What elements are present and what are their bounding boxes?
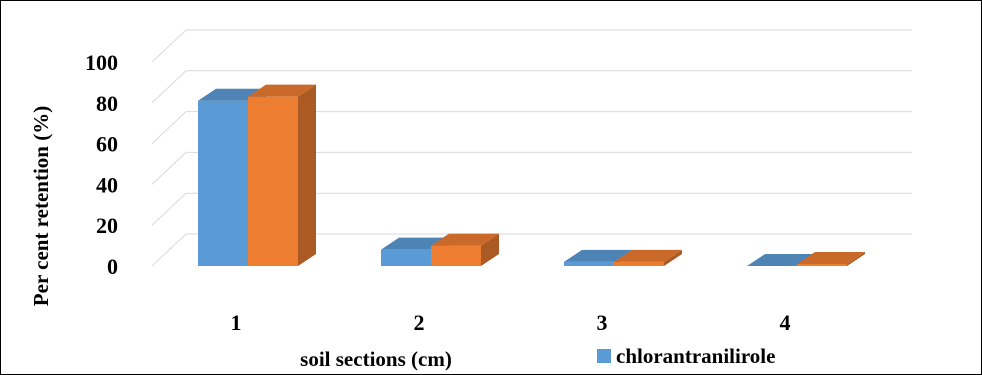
y-tick-labels: 0 20 40 60 80 100 bbox=[85, 50, 118, 279]
y-axis-title: Per cent retention (%) bbox=[29, 106, 53, 306]
bar-front bbox=[614, 261, 664, 266]
legend: chlorantranilirole bbox=[597, 344, 775, 368]
bars bbox=[198, 84, 865, 267]
grid-line bbox=[151, 111, 912, 144]
x-tick-label: 2 bbox=[414, 310, 425, 335]
bar bbox=[248, 84, 316, 267]
grid-lines bbox=[151, 29, 912, 267]
bar-side bbox=[664, 249, 682, 266]
bar-front bbox=[198, 100, 248, 266]
bar-top bbox=[747, 254, 815, 266]
bar-top bbox=[248, 84, 316, 97]
legend-label: chlorantranilirole bbox=[616, 344, 775, 368]
y-tick-label: 0 bbox=[107, 254, 118, 279]
bar-top bbox=[564, 249, 632, 262]
bar-front bbox=[564, 261, 614, 266]
bar bbox=[747, 254, 815, 266]
grid-line bbox=[151, 70, 912, 104]
legend-swatch bbox=[597, 349, 611, 363]
bar-side bbox=[298, 84, 316, 267]
y-tick-label: 60 bbox=[96, 132, 118, 157]
bar-front bbox=[797, 263, 847, 266]
bar-front bbox=[431, 245, 481, 266]
bar-front bbox=[381, 249, 431, 266]
bar-top bbox=[431, 233, 499, 246]
bar bbox=[797, 251, 865, 266]
y-tick-label: 20 bbox=[96, 213, 118, 238]
y-tick-label: 100 bbox=[85, 50, 118, 75]
bar-side bbox=[481, 233, 499, 266]
grid-line bbox=[151, 192, 912, 226]
bar-top bbox=[614, 249, 682, 262]
x-tick-label: 3 bbox=[597, 310, 608, 335]
y-tick-label: 40 bbox=[96, 172, 118, 197]
x-axis-title: soil sections (cm) bbox=[300, 347, 452, 371]
bar bbox=[431, 233, 499, 266]
grid-line bbox=[151, 233, 912, 267]
grid-line bbox=[151, 29, 912, 63]
y-tick-label: 80 bbox=[96, 91, 118, 116]
bar bbox=[614, 249, 682, 266]
bar-front bbox=[248, 96, 298, 267]
x-tick-labels: 1 2 3 4 bbox=[231, 310, 791, 335]
bar-top bbox=[797, 251, 865, 264]
grid-line bbox=[151, 151, 912, 185]
bar-side bbox=[847, 251, 865, 266]
x-tick-label: 4 bbox=[780, 310, 791, 335]
x-tick-label: 1 bbox=[231, 310, 242, 335]
